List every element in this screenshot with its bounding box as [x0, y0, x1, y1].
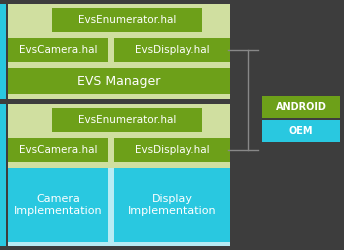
Text: EvsCamera.hal: EvsCamera.hal: [19, 45, 97, 55]
Bar: [114, 168, 230, 242]
Bar: [114, 38, 230, 62]
Bar: [8, 68, 230, 94]
Text: Camera
Implementation: Camera Implementation: [14, 194, 102, 216]
Bar: [0, 104, 6, 246]
Bar: [114, 138, 230, 162]
Bar: [8, 104, 230, 246]
Bar: [8, 138, 108, 162]
Bar: [52, 8, 202, 32]
Text: EvsDisplay.hal: EvsDisplay.hal: [135, 45, 209, 55]
Bar: [8, 168, 108, 242]
Bar: [8, 4, 230, 99]
Text: EvsDisplay.hal: EvsDisplay.hal: [135, 145, 209, 155]
Text: EVS Manager: EVS Manager: [77, 74, 161, 88]
Text: OEM: OEM: [289, 126, 313, 136]
Text: EvsCamera.hal: EvsCamera.hal: [19, 145, 97, 155]
Bar: [8, 38, 108, 62]
Text: EvsEnumerator.hal: EvsEnumerator.hal: [78, 115, 176, 125]
Text: ANDROID: ANDROID: [276, 102, 326, 112]
Text: Display
Implementation: Display Implementation: [128, 194, 216, 216]
Bar: [262, 120, 340, 142]
Bar: [8, 168, 230, 246]
Bar: [52, 108, 202, 132]
Text: EvsEnumerator.hal: EvsEnumerator.hal: [78, 15, 176, 25]
Bar: [262, 96, 340, 118]
Bar: [0, 4, 6, 99]
